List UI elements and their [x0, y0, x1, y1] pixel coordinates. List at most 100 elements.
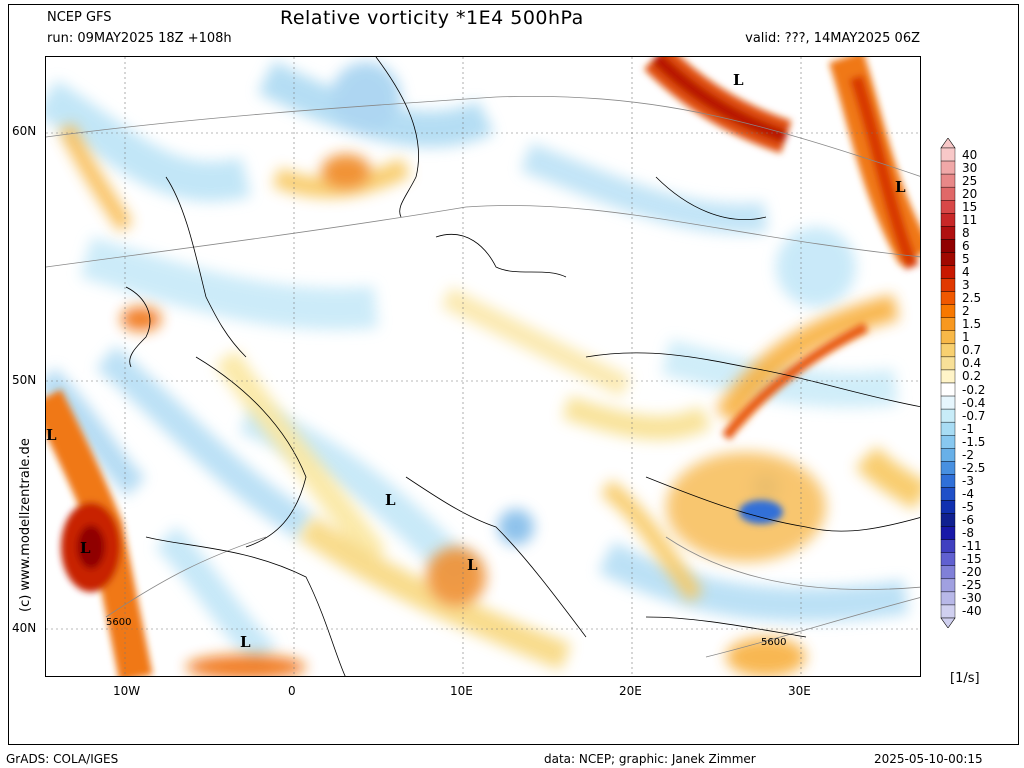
colorbar-swatch [940, 356, 956, 371]
colorbar-level-label: 30 [962, 160, 978, 175]
negative-vorticity-field [46, 60, 909, 668]
colorbar-level-label: -3 [962, 473, 974, 488]
colorbar-level-label: 25 [962, 173, 978, 188]
colorbar-swatch [940, 395, 956, 410]
colorbar-level-label: 5 [962, 251, 970, 266]
valid-time: valid: ???, 14MAY2025 06Z [745, 31, 920, 46]
lon-label-30e: 30E [788, 684, 811, 698]
colorbar-level-label: 0.7 [962, 343, 982, 358]
colorbar-swatch [940, 604, 956, 619]
low-marker: L [385, 491, 396, 509]
contour-label: 5600 [106, 617, 131, 628]
low-marker: L [80, 539, 91, 557]
colorbar-swatch [940, 160, 956, 175]
colorbar-level-label: 1.5 [962, 317, 982, 332]
model-name: NCEP GFS [47, 10, 112, 25]
low-markers: L L L L L L L [46, 71, 906, 651]
lon-label-20e: 20E [619, 684, 642, 698]
colorbar-swatch [940, 252, 956, 266]
copyright-text: (c) www.modellzentrale.de [18, 438, 33, 612]
coastlines [125, 57, 920, 676]
contour-label: 5600 [761, 637, 786, 648]
contour-labels: 5600 5600 [106, 617, 786, 648]
colorbar-swatch [940, 317, 956, 331]
run-info: run: 09MAY2025 18Z +108h [47, 31, 232, 46]
height-contours [46, 95, 920, 658]
colorbar-level-label: 40 [962, 147, 978, 162]
vorticity-map: 5600 5600 L L L L L L L [45, 56, 921, 677]
colorbar-level-label: -15 [962, 552, 982, 567]
colorbar-level-label: -20 [962, 565, 982, 580]
colorbar-swatch [940, 213, 956, 227]
colorbar-swatch [940, 487, 956, 501]
vorticity-cores [46, 57, 920, 676]
colorbar-level-label: 15 [962, 199, 978, 214]
colorbar-swatch [940, 186, 956, 201]
colorbar-level-label: -8 [962, 526, 974, 541]
colorbar-swatch [940, 435, 956, 449]
colorbar-level-label: 6 [962, 238, 970, 253]
map-canvas: 5600 5600 L L L L L L L [46, 57, 920, 676]
colorbar [940, 138, 956, 628]
lon-label-0: 0 [288, 684, 296, 698]
lat-label-50n: 50N [12, 373, 37, 387]
colorbar-swatch [940, 226, 956, 240]
colorbar-swatch [940, 552, 956, 566]
colorbar-level-label: 3 [962, 278, 970, 293]
colorbar-swatch [940, 382, 956, 397]
colorbar-swatch [940, 539, 956, 553]
colorbar-swatch [940, 330, 956, 345]
colorbar-level-label: 0.2 [962, 369, 982, 384]
colorbar-swatch [940, 291, 956, 305]
lon-label-10e: 10E [450, 684, 473, 698]
colorbar-level-label: -11 [962, 539, 982, 554]
colorbar-arrow-top [940, 138, 956, 149]
colorbar-swatch [940, 369, 956, 384]
low-marker: L [467, 556, 478, 574]
colorbar-unit: [1/s] [950, 671, 980, 686]
colorbar-swatch [940, 147, 956, 162]
colorbar-swatch [940, 343, 956, 358]
colorbar-swatch [940, 513, 956, 527]
colorbar-level-label: 2.5 [962, 291, 982, 306]
low-marker: L [733, 71, 744, 89]
map-title: Relative vorticity *1E4 500hPa [280, 7, 584, 29]
colorbar-swatch [940, 474, 956, 488]
colorbar-swatch [940, 461, 956, 475]
colorbar-level-label: -4 [962, 486, 974, 501]
colorbar-swatch [940, 265, 956, 279]
figure-frame [8, 4, 1019, 745]
colorbar-level-label: -0.2 [962, 382, 986, 397]
colorbar-level-label: -2 [962, 447, 974, 462]
colorbar-swatch [940, 421, 956, 436]
data-credit: data: NCEP; graphic: Janek Zimmer [544, 752, 756, 766]
colorbar-level-label: 8 [962, 225, 970, 240]
colorbar-swatch [940, 526, 956, 540]
colorbar-level-label: 4 [962, 265, 970, 280]
lon-label-10w: 10W [113, 684, 141, 698]
colorbar-swatch [940, 500, 956, 514]
colorbar-level-label: -1 [962, 421, 974, 436]
lat-label-60n: 60N [12, 124, 37, 138]
colorbar-swatch [940, 239, 956, 253]
colorbar-level-label: 1 [962, 330, 970, 345]
colorbar-level-label: -2.5 [962, 460, 986, 475]
low-marker: L [895, 178, 906, 196]
generation-timestamp: 2025-05-10-00:15 [874, 752, 983, 766]
colorbar-swatch [940, 408, 956, 423]
colorbar-level-label: 2 [962, 304, 970, 319]
colorbar-swatch [940, 591, 956, 606]
graticule [46, 57, 920, 676]
colorbar-arrow-bottom [940, 617, 956, 628]
low-marker: L [240, 633, 251, 651]
colorbar-level-label: -1.5 [962, 434, 986, 449]
colorbar-level-label: -30 [962, 591, 982, 606]
colorbar-swatch [940, 578, 956, 593]
colorbar-level-label: 11 [962, 212, 978, 227]
lat-label-40n: 40N [12, 621, 37, 635]
grads-credit: GrADS: COLA/IGES [6, 752, 119, 766]
colorbar-swatch [940, 448, 956, 462]
colorbar-level-label: -5 [962, 500, 974, 515]
low-marker: L [46, 426, 57, 444]
colorbar-level-label: -40 [962, 604, 982, 619]
